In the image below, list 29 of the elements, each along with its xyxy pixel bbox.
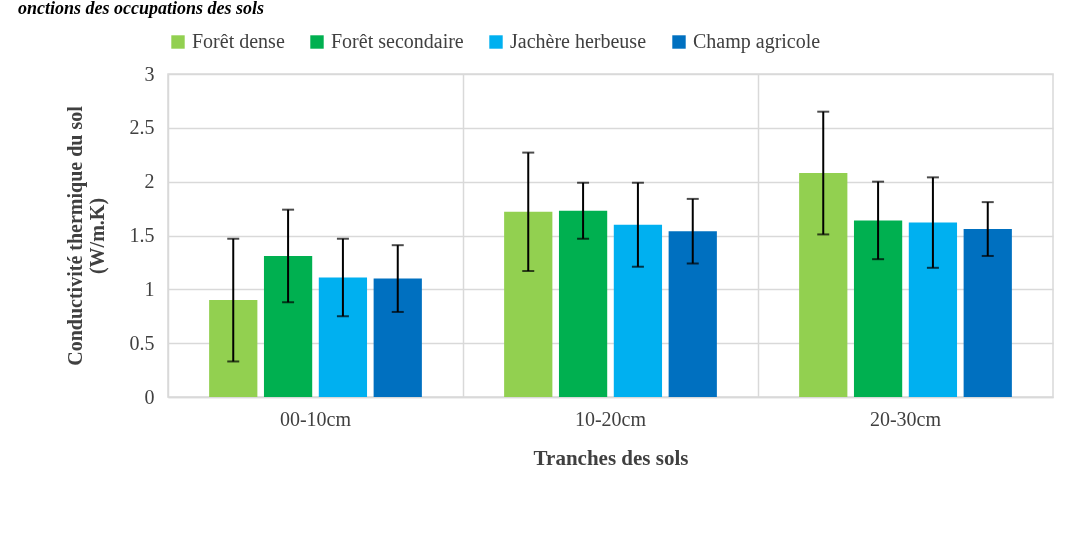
y-tick-label: 1.5 (129, 224, 155, 246)
legend-label: Forêt secondaire (331, 30, 464, 52)
bar (613, 224, 663, 397)
bar (504, 211, 553, 397)
legend-label: Jachère herbeuse (510, 30, 647, 52)
legend-label: Champ agricole (693, 30, 821, 53)
bar (668, 231, 717, 397)
y-tick-label: 3 (144, 62, 155, 85)
y-tick-label: 0.5 (129, 331, 155, 354)
y-tick-label: 2 (144, 170, 155, 193)
y-tick-label: 2.5 (129, 116, 155, 139)
x-tick-label: 10-20cm (574, 407, 647, 430)
bar (558, 210, 608, 397)
x-axis-title: Tranches des sols (533, 445, 689, 470)
y-tick-label: 1 (144, 277, 155, 300)
bar (318, 277, 368, 397)
chart-title: onctions des occupations des sols (18, 0, 265, 18)
bar (908, 222, 958, 397)
x-tick-label: 20-30cm (869, 407, 942, 430)
bar (853, 220, 903, 397)
y-tick-label: 0 (144, 385, 155, 408)
legend-label: Forêt dense (192, 30, 285, 52)
bar (263, 255, 313, 397)
bar (209, 300, 258, 397)
bar (963, 229, 1012, 397)
bar (799, 173, 848, 397)
x-tick-label: 00-10cm (279, 407, 352, 430)
y-axis-title: Conductivité thermique du sol (W/m.K) (63, 105, 109, 366)
bar (373, 278, 422, 397)
